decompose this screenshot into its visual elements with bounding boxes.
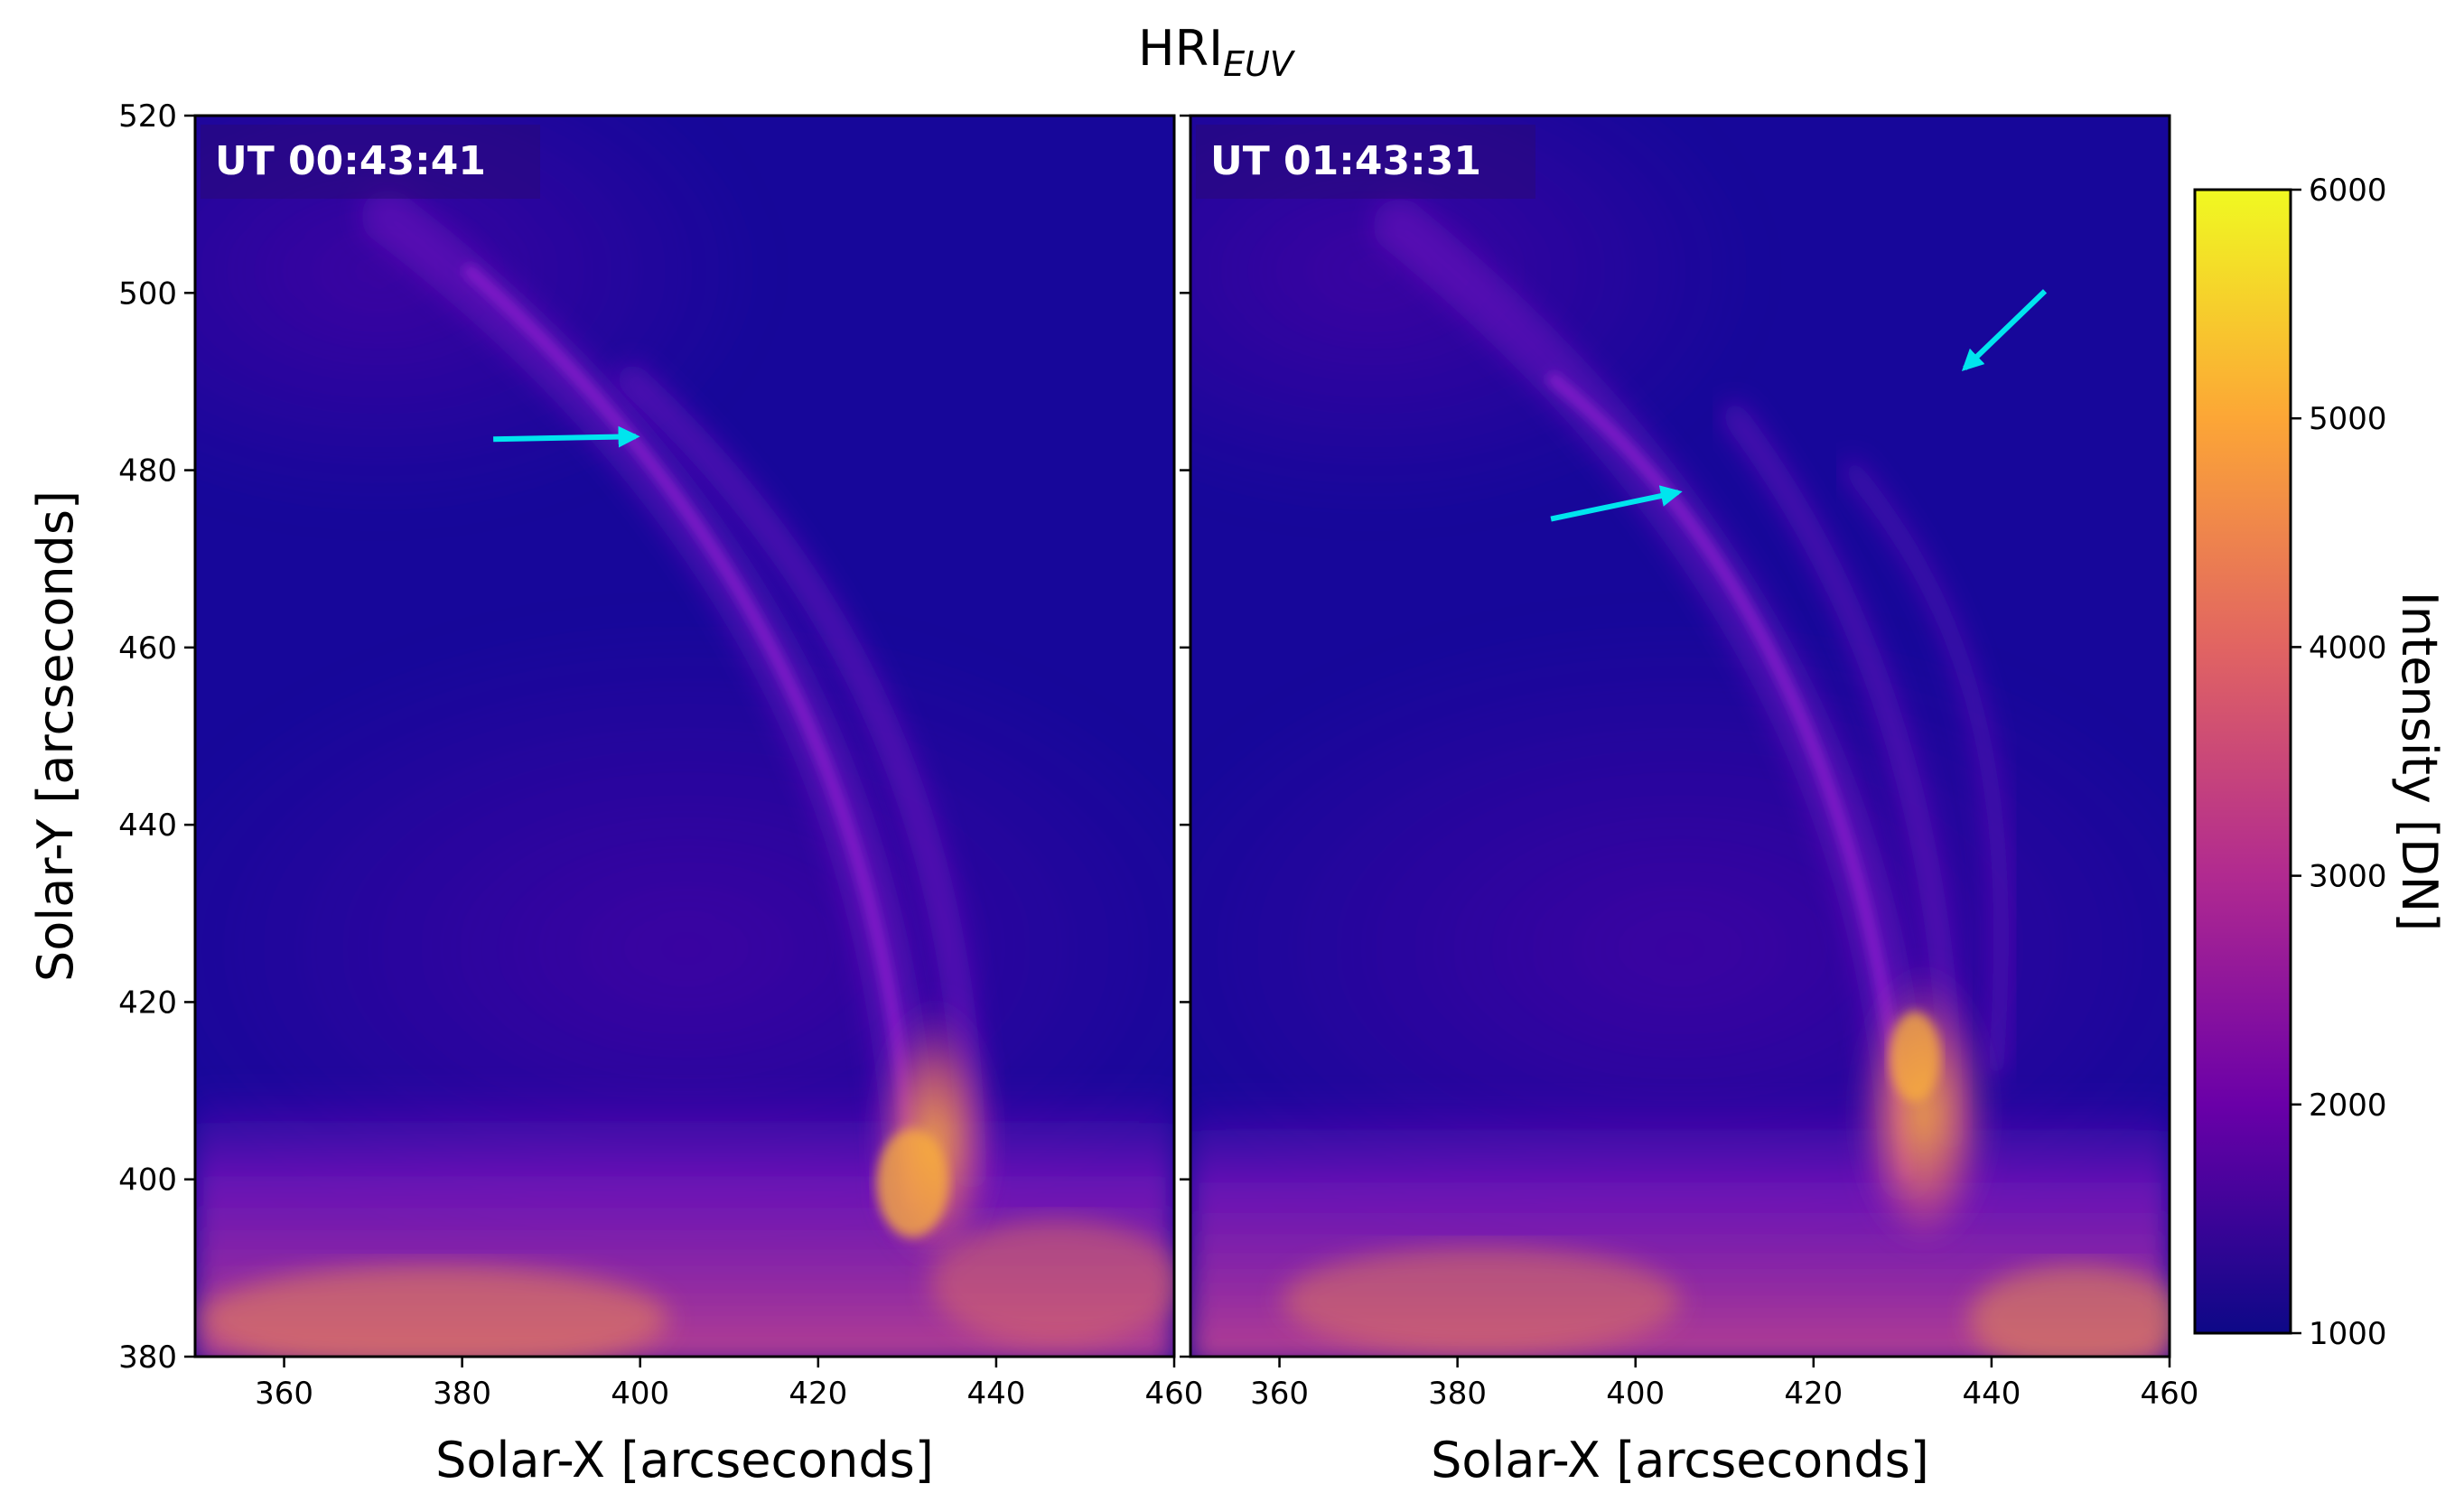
right-x-tick-label: 440: [1962, 1376, 2021, 1412]
right-timestamp: UT 01:43:31: [1210, 138, 1481, 184]
left-x-tick-label: 360: [255, 1376, 313, 1412]
colorbar-tick-label: 2000: [2309, 1087, 2387, 1124]
left-x-tick-label: 460: [1145, 1376, 1204, 1412]
right-axes-frame: [1189, 114, 2171, 1358]
colorbar-tick-label: 6000: [2309, 173, 2387, 209]
right-x-tick-label: 380: [1428, 1376, 1487, 1412]
left-y-tick-label: 400: [118, 1162, 177, 1199]
left-timestamp-box: [201, 125, 540, 199]
left-y-ticks: 380 400 420 440 460 480 500 520: [118, 98, 195, 1376]
colorbar-tick-label: 1000: [2309, 1316, 2387, 1352]
left-axes-frame: [193, 114, 1176, 1358]
left-y-axis-label: Solar-Y [arcseconds]: [27, 490, 84, 982]
right-x-tick-label: 400: [1606, 1376, 1665, 1412]
right-arrows: [1550, 289, 2048, 522]
left-y-tick-label: 480: [118, 453, 177, 490]
left-x-ticks: 360 380 400 420 440 460: [255, 1357, 1203, 1412]
title-main: HRI: [1138, 20, 1223, 77]
left-x-tick-label: 380: [433, 1376, 491, 1412]
left-y-tick-label: 440: [118, 807, 177, 844]
figure-title: HRIEUV: [1138, 20, 1296, 84]
left-panel-image: [195, 116, 1174, 1357]
left-x-axis-label: Solar-X [arcseconds]: [435, 1432, 934, 1489]
left-y-tick-label: 420: [118, 985, 177, 1021]
right-timestamp-box: [1196, 125, 1535, 199]
colorbar-tick-label: 4000: [2309, 630, 2387, 666]
left-x-tick-label: 420: [789, 1376, 847, 1412]
right-x-tick-label: 460: [2141, 1376, 2199, 1412]
left-arrows: [493, 425, 640, 448]
right-arrow: [1961, 289, 2048, 372]
right-panel-image: [1190, 116, 2170, 1357]
colorbar-tick-label: 5000: [2309, 401, 2387, 437]
right-x-axis-label: Solar-X [arcseconds]: [1431, 1432, 1929, 1489]
right-x-tick-label: 420: [1784, 1376, 1843, 1412]
colorbar-label: Intensity [DN]: [2391, 592, 2448, 931]
left-y-tick-label: 520: [118, 98, 177, 135]
colorbar: [2193, 188, 2292, 1335]
left-y-tick-label: 380: [118, 1339, 177, 1376]
colorbar-tick-label: 3000: [2309, 859, 2387, 895]
left-arrow: [493, 425, 640, 448]
left-y-tick-label: 500: [118, 275, 177, 312]
title-subscript: EUV: [1223, 44, 1296, 84]
left-timestamp: UT 00:43:41: [215, 138, 486, 184]
left-y-tick-label: 460: [118, 630, 177, 667]
right-x-tick-label: 360: [1250, 1376, 1309, 1412]
left-x-tick-label: 440: [966, 1376, 1025, 1412]
left-x-tick-label: 400: [611, 1376, 669, 1412]
colorbar-ticks: 1000 2000 3000 4000 5000 6000: [2291, 173, 2387, 1352]
right-x-ticks: 360 380 400 420 440 460: [1250, 1357, 2198, 1412]
right-arrow: [1550, 485, 1683, 522]
right-y-ticks: [1180, 114, 1190, 1358]
